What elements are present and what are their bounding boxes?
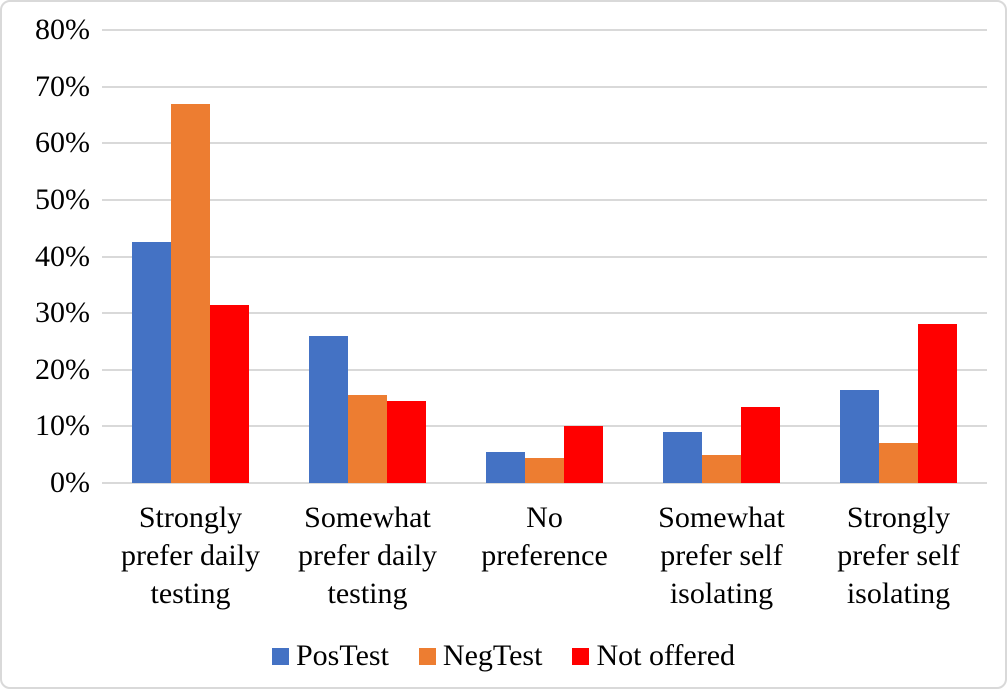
y-tick-label: 40% [35,239,90,273]
bar [210,304,249,483]
gridline [102,142,987,145]
x-category-label: Somewhat prefer daily testing [279,499,456,613]
gridline [102,482,987,484]
legend-item: Not offered [572,639,735,673]
bar [663,432,702,483]
x-category-label-line: Strongly [138,501,243,534]
plot-area [102,29,987,484]
gridline [102,255,987,258]
bar [348,395,387,483]
gridline [102,425,987,428]
bar [564,426,603,483]
legend-swatch-icon [572,647,590,665]
bar [879,443,918,483]
x-category-label-line: Somewhat [304,501,431,534]
bar [702,454,741,483]
x-category-label-line: prefer daily [120,539,261,572]
x-category-label-line: isolating [669,577,774,610]
x-category-label-line: Strongly [846,501,951,534]
x-category-label-line: Somewhat [658,501,785,534]
y-tick-label: 80% [35,13,90,46]
x-category-label-line: testing [150,577,231,610]
x-category-label: Strongly prefer self isolating [810,499,987,613]
legend-swatch-icon [418,647,436,665]
bar-group [810,30,987,483]
bar-group [456,30,633,483]
bar-group [102,30,279,483]
y-tick-label: 10% [35,409,90,443]
x-category-label-line: No [526,501,563,534]
legend-item: NegTest [418,639,543,673]
y-tick-label: 0% [50,466,90,499]
gridline [102,198,987,201]
x-category-label: Somewhat prefer self isolating [633,499,810,613]
bar-group [633,30,810,483]
gridline [102,312,987,315]
y-tick-label: 70% [35,69,90,103]
bar [387,400,426,483]
x-category-label-line: isolating [846,577,951,610]
x-category-label: Strongly prefer daily testing [102,499,279,613]
bar [918,324,957,483]
legend-label: Not offered [596,639,736,672]
legend-swatch-icon [271,647,289,665]
bar [171,103,210,483]
bar [840,389,879,483]
x-category-label-line: testing [327,577,408,610]
legend-label: PosTest [295,639,389,672]
y-tick-label: 60% [35,126,90,160]
gridline [102,85,987,88]
y-tick-label: 30% [35,296,90,330]
legend-label: NegTest [442,639,543,672]
y-tick-label: 50% [35,182,90,216]
y-axis: 0% 10% 20% 30% 40% 50% 60% 70% 80% [2,15,90,498]
bar [132,242,171,483]
x-category-label-line: prefer self [837,539,960,572]
gridline [102,368,987,371]
gridline [102,29,987,31]
bar [525,457,564,483]
y-tick-label: 20% [35,352,90,386]
bar-group [279,30,456,483]
x-category-label-line: prefer daily [297,539,438,572]
x-category-label: No preference [456,499,633,613]
x-category-label-line: preference [481,539,608,572]
legend: PosTest NegTest Not offered [2,639,1005,673]
x-category-label-line: prefer self [660,539,783,572]
bar [309,335,348,483]
legend-item: PosTest [271,639,389,673]
bar [486,451,525,483]
bar-groups [102,30,987,483]
bar [741,406,780,483]
x-axis: Strongly prefer daily testing Somewhat prefe… [102,499,987,613]
